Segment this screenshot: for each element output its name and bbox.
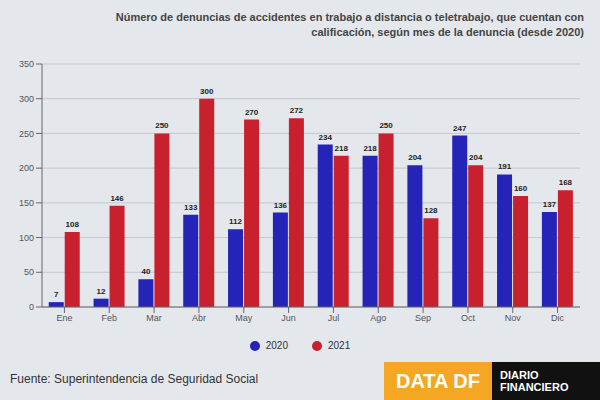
svg-text:40: 40	[141, 267, 150, 276]
svg-text:Oct: Oct	[461, 313, 476, 323]
svg-text:Dic: Dic	[551, 313, 564, 323]
svg-text:Feb: Feb	[101, 313, 117, 323]
svg-text:50: 50	[24, 267, 34, 277]
svg-text:Ene: Ene	[56, 313, 72, 323]
svg-text:218: 218	[363, 144, 377, 153]
svg-text:204: 204	[469, 153, 483, 162]
svg-text:146: 146	[110, 194, 124, 203]
svg-text:108: 108	[66, 220, 80, 229]
svg-text:350: 350	[19, 59, 34, 69]
svg-text:112: 112	[229, 217, 242, 226]
svg-text:May: May	[235, 313, 253, 323]
svg-text:250: 250	[19, 129, 34, 139]
svg-text:Sep: Sep	[415, 313, 431, 323]
html-text:2021: 2021	[328, 340, 351, 351]
html-text:DIARIO FINANCIERO: DIARIO FINANCIERO	[500, 369, 569, 393]
html-text:2020: 2020	[265, 340, 288, 351]
svg-text:Nov: Nov	[505, 313, 522, 323]
svg-text:12: 12	[97, 287, 106, 296]
html-text:Fuente: Superintendencia de Se: Fuente: Superintendencia de Seguridad So…	[10, 372, 259, 386]
svg-text:7: 7	[54, 290, 59, 299]
svg-text:204: 204	[408, 153, 422, 162]
svg-text:247: 247	[453, 124, 467, 133]
svg-text:270: 270	[245, 108, 259, 117]
html-text:Número de denuncias de acciden: Número de denuncias de accidentes en tra…	[115, 11, 584, 38]
svg-text:128: 128	[424, 206, 438, 215]
svg-text:250: 250	[155, 121, 169, 130]
svg-text:300: 300	[200, 87, 214, 96]
svg-text:137: 137	[543, 200, 557, 209]
svg-text:Ago: Ago	[370, 313, 386, 323]
svg-text:133: 133	[184, 203, 198, 212]
html-text:DATA DF: DATA DF	[395, 369, 480, 392]
svg-text:168: 168	[559, 178, 573, 187]
svg-text:234: 234	[319, 133, 333, 142]
svg-text:0: 0	[29, 302, 34, 312]
svg-text:Mar: Mar	[146, 313, 162, 323]
svg-text:191: 191	[498, 162, 512, 171]
svg-text:Abr: Abr	[192, 313, 206, 323]
svg-text:272: 272	[290, 106, 304, 115]
svg-text:Jul: Jul	[328, 313, 340, 323]
svg-text:Jun: Jun	[281, 313, 296, 323]
svg-text:100: 100	[19, 233, 34, 243]
svg-text:300: 300	[19, 94, 34, 104]
svg-text:160: 160	[514, 184, 528, 193]
svg-text:218: 218	[335, 144, 349, 153]
svg-text:250: 250	[379, 121, 393, 130]
svg-text:136: 136	[274, 201, 288, 210]
svg-text:200: 200	[19, 163, 34, 173]
svg-text:150: 150	[19, 198, 34, 208]
